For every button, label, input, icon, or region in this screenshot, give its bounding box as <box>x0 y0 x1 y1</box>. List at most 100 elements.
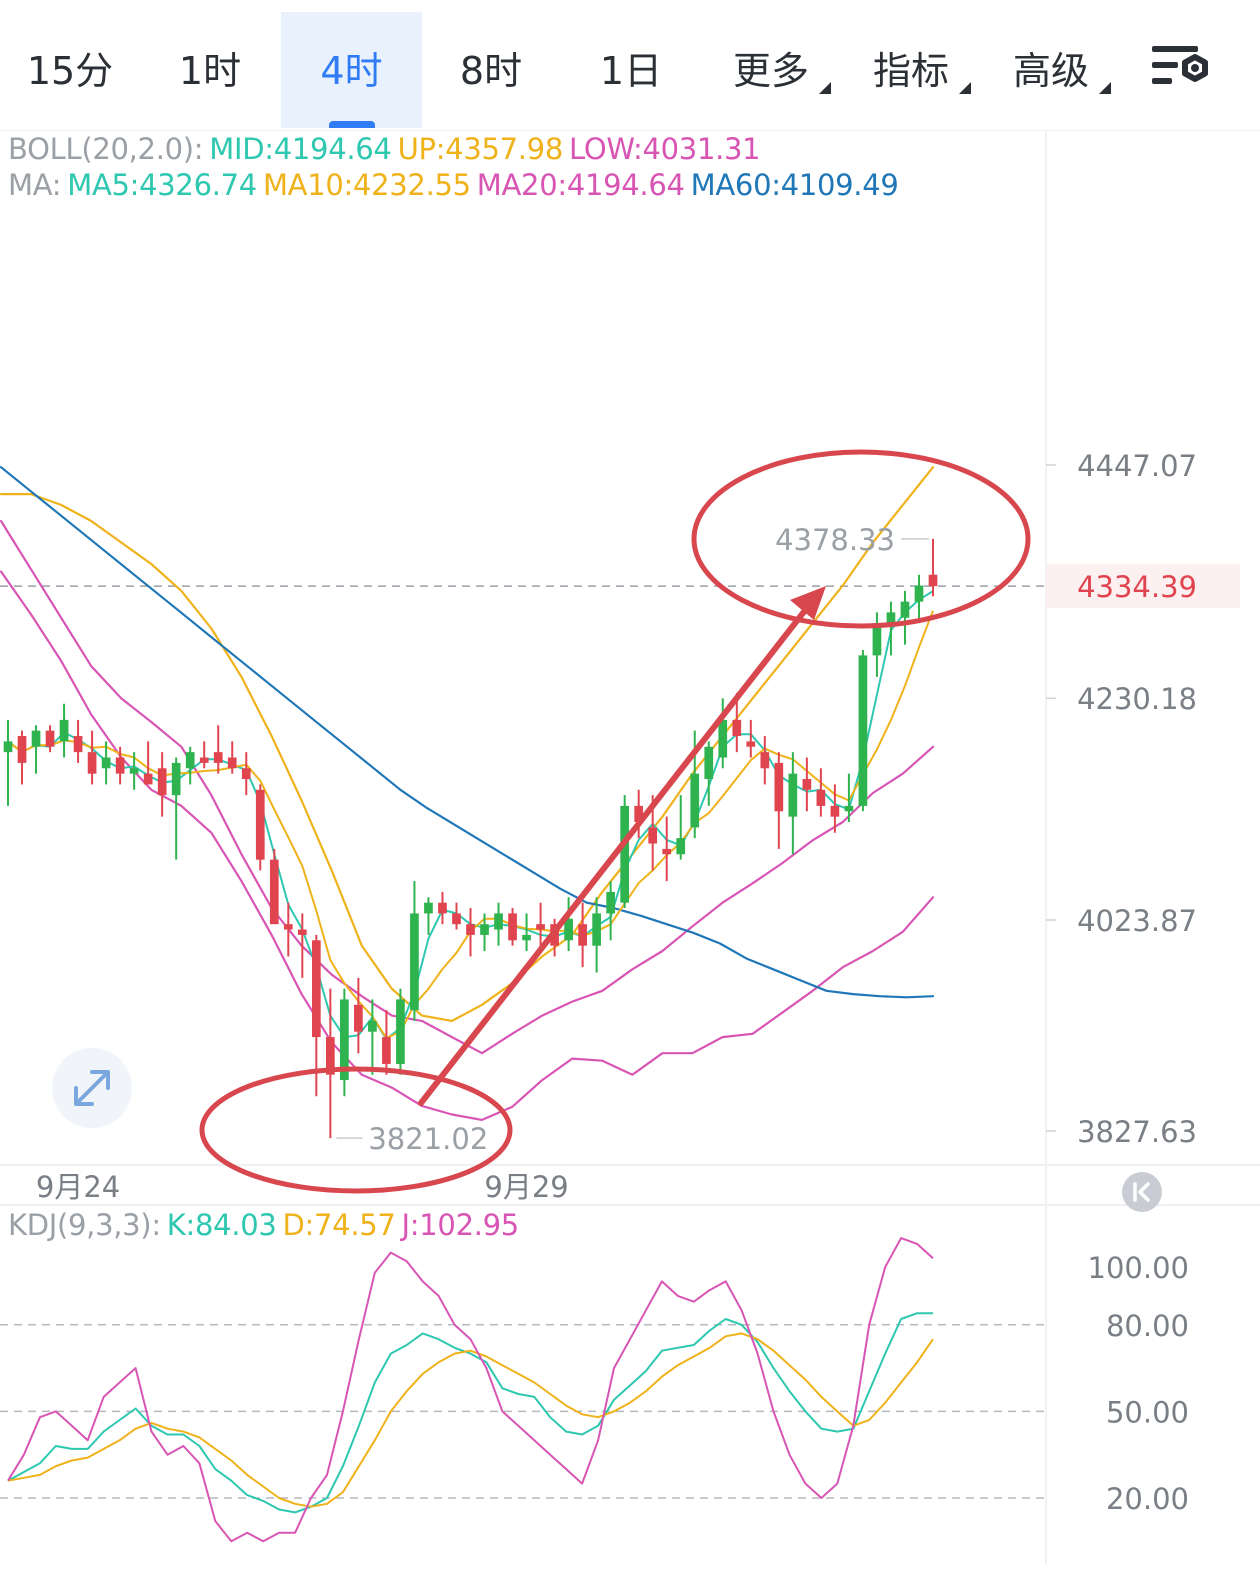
candle-body <box>858 655 868 806</box>
candle-body <box>606 891 615 914</box>
candle-body <box>578 924 587 946</box>
candle-body <box>424 902 433 914</box>
kdj-d-line <box>7 1332 934 1508</box>
candle-body <box>564 918 573 941</box>
candle-body <box>704 746 714 780</box>
candle-body <box>368 1020 377 1032</box>
candle-body <box>536 924 545 930</box>
candle-body <box>340 999 349 1081</box>
boll-value-2: LOW:4031.31 <box>569 132 761 166</box>
timeframe-tab-bar: 15分 1时 4时 8时 1日 更多 指标 高级 <box>0 0 1260 131</box>
boll-readout: BOLL(20,2.0): MID:4194.64 UP:4357.98 LOW:40… <box>8 132 766 166</box>
candle-body <box>816 789 826 806</box>
candle-body <box>620 805 630 903</box>
y-axis-label: 4447.07 <box>1077 449 1197 483</box>
candle-body <box>283 924 293 930</box>
y-axis-label: 4023.87 <box>1077 904 1197 938</box>
dropdown-caret-icon <box>819 82 831 94</box>
candle-body <box>452 913 461 925</box>
tab-5[interactable]: 更多 <box>732 49 809 93</box>
kdj-value-0: K:84.03 <box>166 1208 277 1242</box>
ma-readout: MA: MA5:4326.74 MA10:4232.55 MA20:4194.64 MA… <box>8 168 905 202</box>
annotation-ellipse-top <box>691 449 1031 629</box>
candle-body <box>830 805 840 817</box>
candle-body <box>928 574 938 587</box>
candle-body <box>213 752 223 763</box>
candle-body <box>494 913 503 930</box>
kdj-axis-label: 80.00 <box>1106 1309 1189 1343</box>
chart-settings-icon[interactable] <box>1150 40 1214 100</box>
candle-body <box>354 1004 363 1032</box>
candle-body <box>718 719 728 758</box>
last-price-label: 4334.39 <box>1077 570 1197 604</box>
candle-body <box>480 924 489 935</box>
fullscreen-expand-icon[interactable] <box>52 1048 132 1128</box>
candle-body <box>788 773 798 817</box>
candle-body <box>508 913 517 941</box>
ma-title: MA: <box>8 168 62 202</box>
boll-value-0: MID:4194.64 <box>209 132 392 166</box>
tab-2[interactable]: 4时 <box>281 12 422 128</box>
candle-body <box>297 929 307 935</box>
last-price-tag <box>1046 564 1240 609</box>
candle-body <box>900 601 910 618</box>
annotation-ellipse-bottom <box>199 1066 513 1194</box>
tab-7[interactable]: 高级 <box>1012 49 1089 93</box>
boll-value-1: UP:4357.98 <box>397 132 564 166</box>
ma10-line <box>7 610 934 1039</box>
tab-4[interactable]: 1日 <box>599 49 663 93</box>
candle-body <box>326 1037 335 1075</box>
candle-body <box>241 768 251 780</box>
dropdown-caret-icon <box>959 82 971 94</box>
candle-body <box>73 736 83 753</box>
candle-body <box>732 719 742 737</box>
y-axis-label: 3827.63 <box>1077 1115 1197 1149</box>
x-axis-label: 9月24 <box>36 1170 120 1204</box>
candle-body <box>466 924 475 935</box>
min-price-label: 3821.02 <box>368 1122 488 1156</box>
candle-body <box>592 913 601 946</box>
candle-body <box>872 623 882 656</box>
kdj-title: KDJ(9,3,3): <box>8 1208 161 1242</box>
ma-value-3: MA60:4109.49 <box>690 168 899 202</box>
kdj-value-2: J:102.95 <box>401 1208 520 1242</box>
candle-body <box>746 741 756 747</box>
boll-upper-line <box>0 466 935 1023</box>
candle-body <box>255 789 265 860</box>
kdj-j-line <box>7 1237 934 1543</box>
candle-body <box>143 773 153 785</box>
candle-body <box>31 730 41 747</box>
candle-body <box>45 730 55 747</box>
candle-body <box>101 757 111 769</box>
candle-body <box>157 768 167 796</box>
candle-body <box>171 762 181 796</box>
candle-body <box>185 752 195 769</box>
candle-body <box>129 768 139 774</box>
candle-body <box>914 585 924 602</box>
annotation-arrowhead <box>790 586 826 620</box>
dropdown-caret-icon <box>1099 82 1111 94</box>
candle-body <box>662 848 672 855</box>
scroll-to-start-icon[interactable] <box>1122 1172 1162 1212</box>
candle-body <box>227 757 237 769</box>
boll-mid-line <box>0 519 935 1055</box>
x-axis-label: 9月29 <box>484 1170 568 1204</box>
candle-body <box>690 773 700 828</box>
kdj-readout: KDJ(9,3,3): K:84.03 D:74.57 J:102.95 <box>8 1208 525 1242</box>
tab-1[interactable]: 1时 <box>178 49 242 93</box>
candle-body <box>382 1037 391 1064</box>
candle-body <box>648 827 658 844</box>
candle-body <box>774 762 784 812</box>
tab-6[interactable]: 指标 <box>872 49 949 93</box>
candle-body <box>550 924 559 946</box>
tab-3[interactable]: 8时 <box>459 49 523 93</box>
candle-body <box>199 757 209 763</box>
tab-0[interactable]: 15分 <box>26 49 114 93</box>
boll-lower-line <box>0 570 935 1122</box>
ma5-line <box>7 590 934 1040</box>
candle-body <box>676 838 686 855</box>
candle-body <box>844 805 854 812</box>
candle-body <box>115 757 125 774</box>
kdj-axis-label: 100.00 <box>1088 1251 1189 1285</box>
